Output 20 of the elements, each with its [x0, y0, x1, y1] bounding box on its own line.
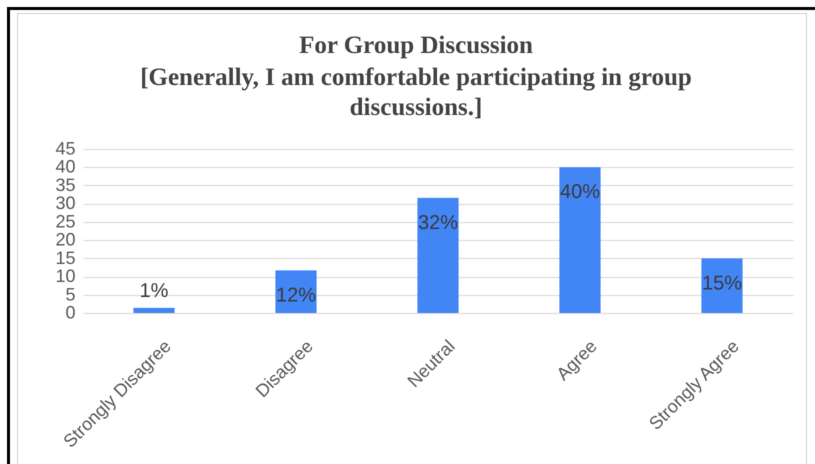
data-label: 12% — [276, 284, 316, 306]
data-label: 32% — [418, 212, 458, 234]
y-tick-label: 15 — [55, 248, 76, 268]
chart-subtitle: [Generally, I am comfortable participating in group discussions.] — [140, 64, 692, 121]
y-tick-label: 20 — [55, 230, 76, 250]
data-label: 40% — [560, 181, 600, 204]
chart-title: For Group Discussion — [299, 32, 534, 59]
y-tick-label: 30 — [55, 193, 76, 214]
y-tick-label: 0 — [65, 302, 76, 322]
y-tick-label: 45 — [55, 138, 76, 158]
bar — [133, 308, 175, 313]
data-label: 1% — [140, 280, 169, 302]
y-tick-label: 10 — [55, 266, 76, 286]
data-label: 15% — [702, 272, 742, 294]
bar — [417, 198, 459, 313]
y-tick-label: 25 — [55, 211, 76, 232]
bar — [559, 167, 601, 313]
y-tick-label: 5 — [65, 284, 76, 304]
y-tick-label: 40 — [55, 156, 76, 177]
y-tick-label: 35 — [55, 174, 76, 195]
